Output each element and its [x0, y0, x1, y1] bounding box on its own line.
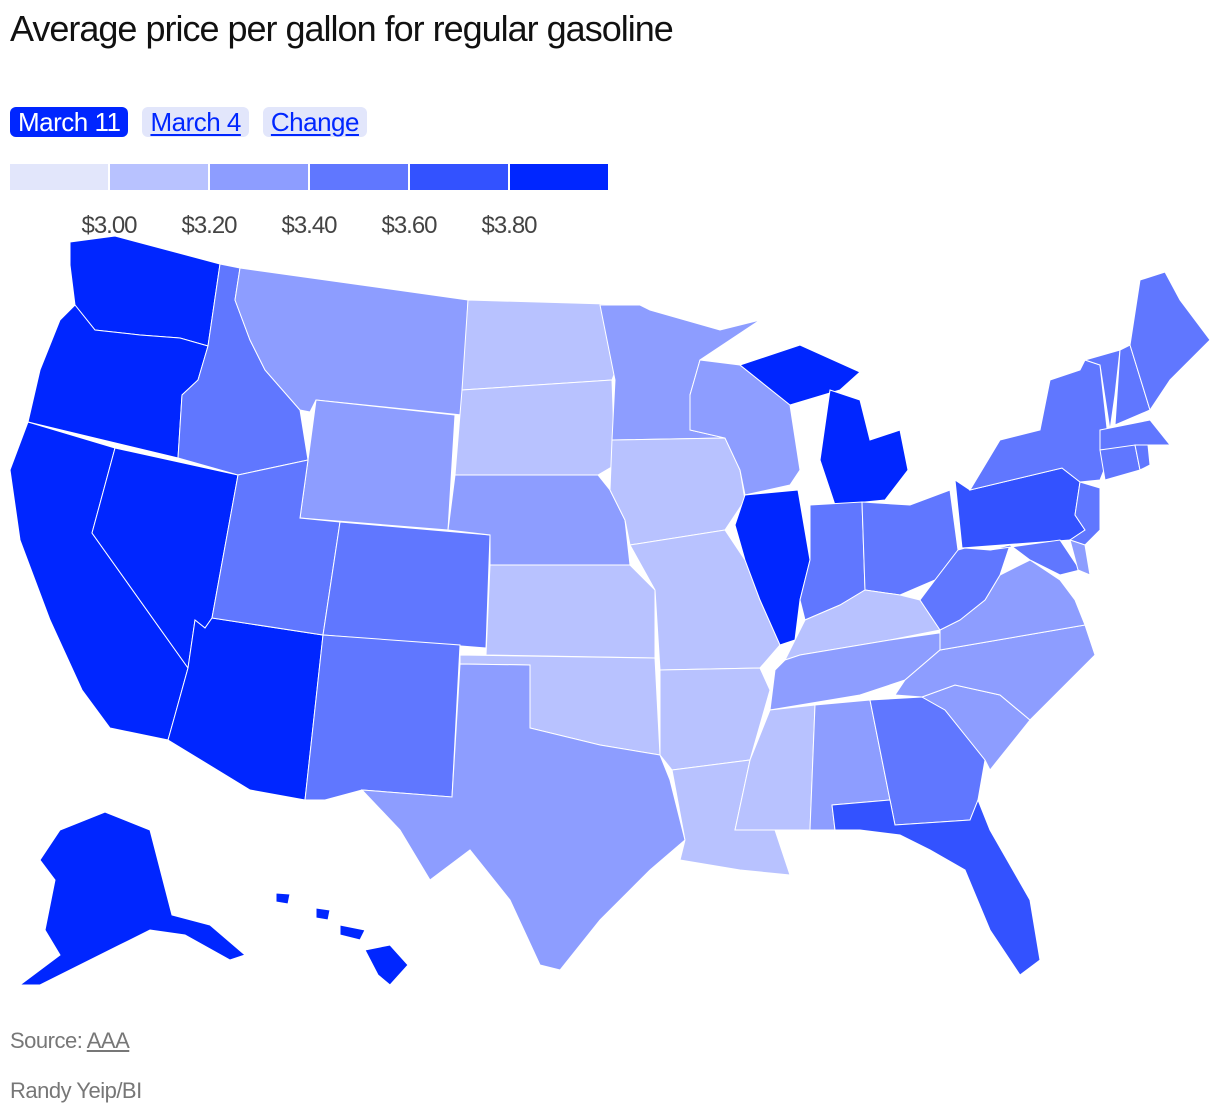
tab-march-4[interactable]: March 4 [142, 107, 249, 137]
legend-tick: $3.80 [481, 212, 537, 239]
state-WV[interactable] [919, 544, 1011, 631]
view-tabs: March 11 March 4 Change [10, 107, 367, 137]
legend-swatch-2 [210, 164, 308, 190]
state-RI[interactable] [1134, 444, 1151, 471]
legend-tick: $3.00 [81, 212, 137, 239]
state-HI-oahu[interactable] [315, 907, 331, 921]
state-IA[interactable] [609, 437, 746, 546]
color-legend: $3.00 $3.20 $3.40 $3.60 $3.80 [10, 164, 608, 239]
state-MI-lower[interactable] [819, 389, 909, 506]
state-AZ[interactable] [167, 617, 324, 801]
state-HI[interactable] [364, 944, 409, 986]
legend-swatch-3 [310, 164, 408, 190]
state-PA[interactable] [954, 467, 1086, 549]
state-TX[interactable] [360, 663, 686, 971]
state-HI-kauai[interactable] [275, 892, 291, 905]
legend-swatch-5 [510, 164, 608, 190]
state-IL[interactable] [734, 489, 811, 646]
legend-tick: $3.60 [381, 212, 437, 239]
state-ME[interactable] [1129, 271, 1211, 412]
tab-change[interactable]: Change [262, 107, 367, 137]
state-VT[interactable] [1083, 349, 1121, 431]
legend-tick: $3.40 [281, 212, 337, 239]
state-NM[interactable] [304, 634, 461, 801]
state-KS[interactable] [485, 564, 656, 659]
state-AK[interactable] [18, 811, 246, 986]
chart-title: Average price per gallon for regular gas… [10, 8, 674, 49]
state-FL[interactable] [831, 798, 1041, 976]
state-DE[interactable] [1069, 539, 1091, 576]
source-prefix: Source: [10, 1028, 83, 1053]
legend-swatch-0 [10, 164, 108, 190]
source-line: Source: AAA [10, 1028, 130, 1054]
legend-swatch-1 [110, 164, 208, 190]
us-state-map [9, 235, 1211, 986]
source-link[interactable]: AAA [86, 1028, 130, 1053]
state-CT[interactable] [1099, 444, 1141, 481]
state-WY[interactable] [299, 399, 456, 531]
state-MD[interactable] [989, 539, 1081, 576]
state-SD[interactable] [454, 379, 616, 476]
credit-line: Randy Yeip/BI [10, 1078, 142, 1103]
state-NY[interactable] [968, 359, 1111, 491]
state-MA[interactable] [1099, 419, 1172, 451]
legend-tick: $3.20 [181, 212, 237, 239]
state-CO[interactable] [322, 521, 491, 649]
legend-swatch-4 [410, 164, 508, 190]
tab-march-11[interactable]: March 11 [10, 107, 129, 137]
state-HI-maui[interactable] [339, 924, 366, 941]
